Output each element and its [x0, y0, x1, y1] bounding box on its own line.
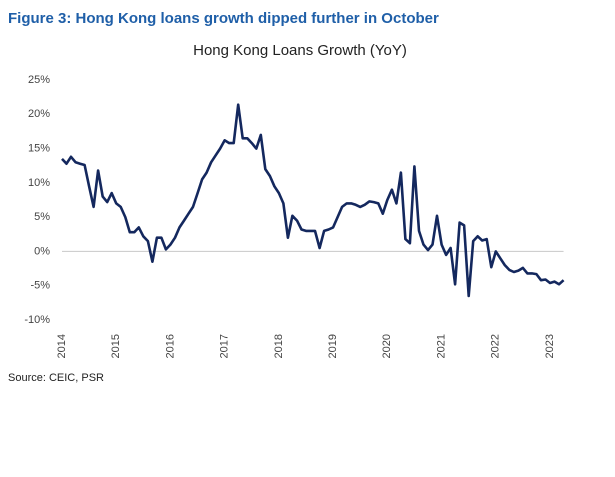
- y-tick-label: -10%: [24, 314, 50, 326]
- source: Source: CEIC, PSR: [8, 372, 104, 384]
- line: [61, 103, 565, 298]
- y-tick-label: 25%: [28, 74, 50, 86]
- x-tick-label: 2021: [435, 334, 447, 358]
- y-tick-label: 10%: [28, 177, 50, 189]
- x-tick-label: 2019: [327, 334, 339, 358]
- x-tick-label: 2015: [110, 334, 122, 358]
- heading: Figure 3: Hong Kong loans growth dipped …: [8, 10, 439, 27]
- y-tick-label: 0%: [34, 245, 50, 257]
- y-tick-label: -5%: [30, 280, 50, 292]
- y-tick-label: 5%: [34, 211, 50, 223]
- x-tick-label: 2018: [273, 334, 285, 358]
- x-tick-label: 2017: [219, 334, 231, 358]
- y-tick-label: 20%: [28, 108, 50, 120]
- x-tick-label: 2022: [490, 334, 502, 358]
- x-tick-label: 2014: [56, 334, 68, 358]
- x-tick-label: 2020: [381, 334, 393, 358]
- x-tick-label: 2016: [164, 334, 176, 358]
- chart-title: Hong Kong Loans Growth (YoY): [193, 42, 407, 59]
- y-tick-label: 15%: [28, 142, 50, 154]
- x-tick-label: 2023: [544, 334, 556, 358]
